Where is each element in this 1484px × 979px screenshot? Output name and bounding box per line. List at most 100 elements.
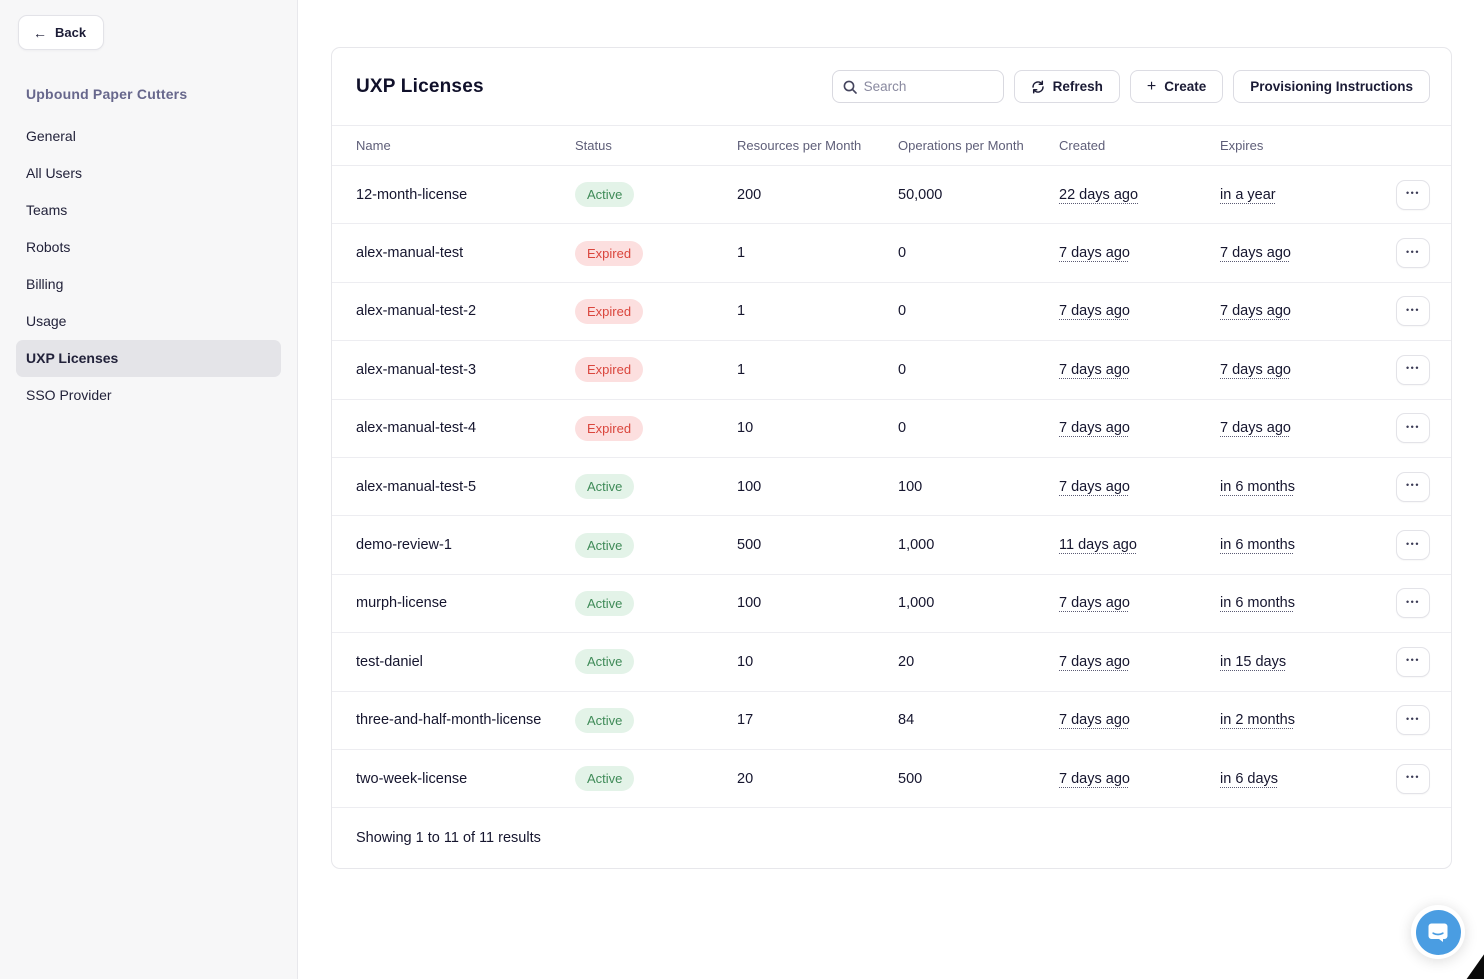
row-menu-button[interactable]: •••	[1396, 354, 1430, 385]
expires-cell: 7 days ago	[1220, 245, 1357, 261]
row-menu-button[interactable]: •••	[1396, 296, 1430, 327]
operations-value: 100	[898, 478, 923, 495]
sidebar-item-sso-provider[interactable]: SSO Provider	[26, 387, 112, 403]
status-badge: Active	[575, 649, 635, 675]
operations-value: 500	[898, 770, 923, 787]
status-badge: Expired	[575, 415, 644, 441]
created-value: 7 days ago	[1059, 770, 1130, 787]
sidebar-item-teams[interactable]: Teams	[26, 202, 68, 218]
ellipsis-icon: •••	[1406, 772, 1420, 783]
expires-cell: 7 days ago	[1220, 362, 1357, 378]
ellipsis-icon: •••	[1406, 421, 1420, 432]
row-menu-button[interactable]: •••	[1396, 763, 1430, 794]
sidebar-item-uxp-licenses[interactable]: UXP Licenses	[16, 340, 281, 377]
expires-value: in 2 months	[1220, 712, 1295, 729]
refresh-icon	[1031, 80, 1044, 93]
org-name: Upbound Paper Cutters	[26, 86, 188, 102]
expires-cell: in 2 months	[1220, 712, 1357, 728]
resources-value: 100	[737, 478, 762, 495]
created-cell: 22 days ago	[1059, 187, 1220, 203]
created-cell: 7 days ago	[1059, 303, 1220, 319]
operations-value: 0	[898, 245, 907, 262]
sidebar-item-robots[interactable]: Robots	[26, 239, 71, 255]
ellipsis-icon: •••	[1406, 655, 1420, 666]
created-value: 22 days ago	[1059, 186, 1139, 203]
resources-value: 1	[737, 361, 746, 378]
table-row: alex-manual-test-4 Expired 10 0 7 days ago 7 …	[332, 400, 1451, 458]
license-name: alex-manual-test-2	[356, 303, 477, 320]
row-menu-button[interactable]: •••	[1396, 238, 1430, 269]
ellipsis-icon: •••	[1406, 304, 1420, 315]
table-row: two-week-license Active 20 500 7 days ago in …	[332, 750, 1451, 809]
resources-value: 10	[737, 420, 754, 437]
sidebar: ← Back Upbound Paper Cutters General All …	[0, 0, 298, 979]
operations-value: 84	[898, 712, 915, 729]
sidebar-item-all-users[interactable]: All Users	[26, 165, 83, 181]
actions-cell: •••	[1357, 413, 1430, 444]
provisioning-instructions-button[interactable]: Provisioning Instructions	[1233, 70, 1430, 103]
row-menu-button[interactable]: •••	[1396, 179, 1430, 210]
ellipsis-icon: •••	[1406, 596, 1420, 607]
expires-value: in a year	[1220, 186, 1276, 203]
resources-value: 200	[737, 186, 762, 203]
create-button[interactable]: + Create	[1129, 70, 1224, 103]
back-button[interactable]: ← Back	[18, 15, 105, 50]
row-menu-button[interactable]: •••	[1396, 705, 1430, 736]
expires-value: in 15 days	[1220, 653, 1287, 670]
search-box[interactable]	[831, 70, 1004, 103]
operations-value: 1,000	[898, 595, 935, 612]
expires-cell: 7 days ago	[1220, 303, 1357, 319]
card-header: UXP Licenses Refresh	[332, 48, 1451, 125]
sidebar-item-usage[interactable]: Usage	[26, 313, 67, 329]
actions-cell: •••	[1357, 646, 1430, 677]
table-row: demo-review-1 Active 500 1,000 11 days ago in…	[332, 516, 1451, 575]
created-value: 7 days ago	[1059, 303, 1130, 320]
created-cell: 7 days ago	[1059, 420, 1220, 436]
expires-cell: in 6 months	[1220, 537, 1357, 553]
chat-launcher-button[interactable]	[1415, 909, 1461, 955]
refresh-button[interactable]: Refresh	[1013, 70, 1120, 103]
search-input[interactable]	[863, 79, 993, 94]
row-menu-button[interactable]: •••	[1396, 413, 1430, 444]
license-name: alex-manual-test-5	[356, 478, 477, 495]
table-row: murph-license Active 100 1,000 7 days ago in …	[332, 575, 1451, 634]
back-label: Back	[55, 25, 87, 40]
expires-cell: in 15 days	[1220, 654, 1357, 670]
column-header: Name	[356, 138, 391, 153]
created-cell: 11 days ago	[1059, 537, 1220, 553]
expires-cell: in a year	[1220, 187, 1357, 203]
expires-value: 7 days ago	[1220, 420, 1291, 437]
expires-value: in 6 months	[1220, 595, 1295, 612]
resources-value: 20	[737, 770, 754, 787]
status-badge: Active	[575, 590, 635, 616]
resources-value: 17	[737, 712, 754, 729]
row-menu-button[interactable]: •••	[1396, 471, 1430, 502]
status-badge: Active	[575, 532, 635, 558]
actions-cell: •••	[1357, 530, 1430, 561]
resources-value: 1	[737, 303, 746, 320]
licenses-card: UXP Licenses Refresh	[331, 47, 1452, 869]
expires-value: 7 days ago	[1220, 303, 1291, 320]
table-footer: Showing 1 to 11 of 11 results	[332, 808, 1451, 868]
sidebar-item-general[interactable]: General	[26, 128, 76, 144]
resources-value: 500	[737, 537, 762, 554]
license-name: murph-license	[356, 595, 448, 612]
status-cell: Expired	[575, 240, 737, 266]
license-name: test-daniel	[356, 653, 423, 670]
created-cell: 7 days ago	[1059, 479, 1220, 495]
table-row: three-and-half-month-license Active 17 84 7 …	[332, 692, 1451, 750]
row-menu-button[interactable]: •••	[1396, 530, 1430, 561]
status-badge: Expired	[575, 240, 644, 266]
created-cell: 7 days ago	[1059, 771, 1220, 787]
back-arrow-icon: ←	[33, 24, 47, 41]
column-header: Status	[575, 138, 612, 153]
created-value: 7 days ago	[1059, 245, 1130, 262]
status-badge: Expired	[575, 298, 644, 324]
table-body: 12-month-license Active 200 50,000 22 days a…	[332, 166, 1451, 809]
actions-cell: •••	[1357, 354, 1430, 385]
create-label: Create	[1164, 79, 1207, 94]
row-menu-button[interactable]: •••	[1396, 588, 1430, 619]
created-value: 7 days ago	[1059, 595, 1130, 612]
row-menu-button[interactable]: •••	[1396, 646, 1430, 677]
sidebar-item-billing[interactable]: Billing	[26, 276, 64, 292]
